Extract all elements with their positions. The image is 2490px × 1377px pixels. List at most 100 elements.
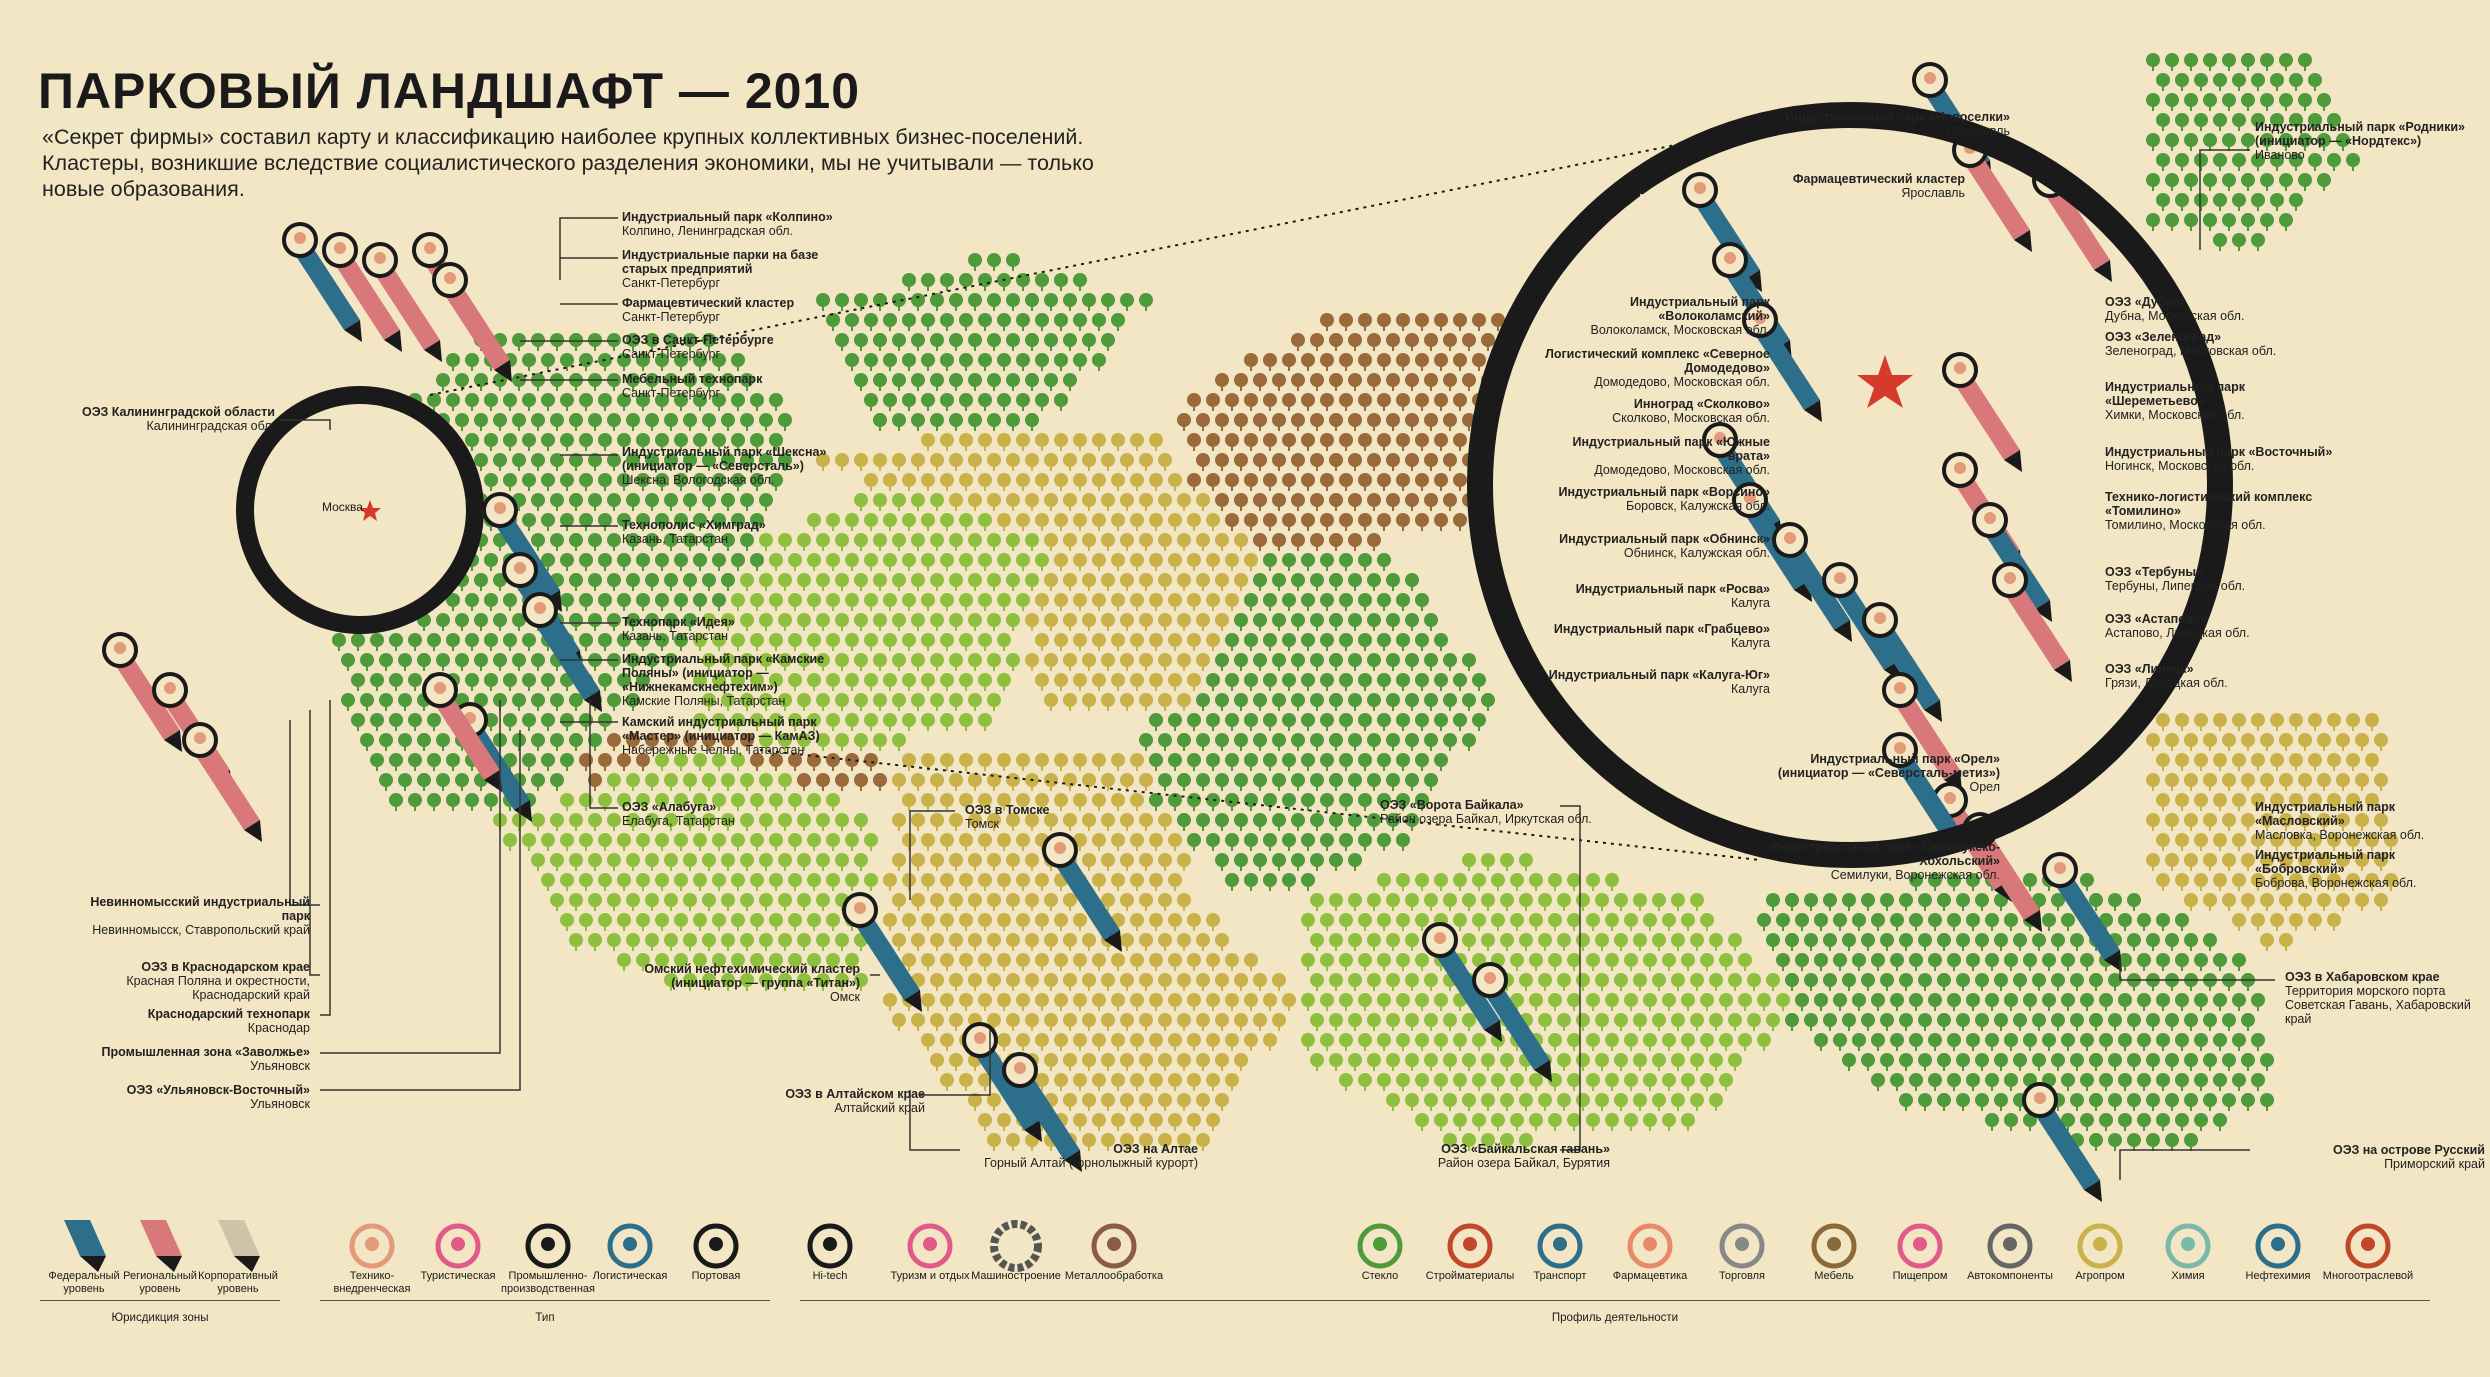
park-label-name: Индустриальный парк «Новоселки» [1785, 110, 2010, 124]
park-label: ОЭЗ в Санкт-Петербурге Санкт-Петербург [622, 333, 774, 361]
park-label-place: Район озера Байкал, Бурятия [1437, 1156, 1610, 1170]
park-label-name: Индустриальный парк «Масловский» [2255, 800, 2396, 828]
inset-circle [1467, 102, 2233, 868]
legend-item: Агропром [2045, 1208, 2155, 1283]
legend-item: Стекло [1325, 1208, 1435, 1283]
park-label: ОЭЗ «Зеленоград» Зеленоград, Московская о… [2105, 330, 2276, 358]
park-label: ОЭЗ Калининградской области Калининградск… [45, 405, 275, 433]
park-label: Индустриальный парк «Обнинск» Обнинск, Ка… [1540, 532, 1770, 560]
legend-item: Туристическая [403, 1208, 513, 1283]
park-label-name: ОЭЗ «Ворота Байкала» [1380, 798, 1524, 812]
park-label: ОЭЗ «Дубна» Дубна, Московская обл. [2105, 295, 2244, 323]
park-marker [1472, 962, 1552, 1082]
park-label-place: Горный Алтай (горнолыжный курорт) [984, 1156, 1198, 1170]
park-label-place: Ярославль [1901, 186, 1965, 200]
park-label-place: Иваново [2255, 148, 2305, 162]
park-label: Индустриальный парк «Масловский» Масловка… [2255, 800, 2485, 842]
park-label-name: ОЭЗ в Томске [965, 803, 1050, 817]
legend-item: Логистическая [575, 1208, 685, 1283]
park-label-place: Санкт-Петербург [622, 310, 721, 324]
legend-item-icon [902, 1208, 958, 1264]
park-label-name: Логистический комплекс «Северное Домодед… [1545, 347, 1770, 375]
legend-item-label: Промышленно-производственная [501, 1270, 595, 1295]
park-label: ОЭЗ на острове Русский Приморский край [2255, 1143, 2485, 1171]
park-label-place: Санкт-Петербург [622, 386, 721, 400]
legend-item-label: Корпоративный уровень [198, 1270, 278, 1295]
park-label-name: ОЭЗ «Байкальская гавань» [1441, 1142, 1610, 1156]
park-label-name: Индустриальный парк «Бобровский» [2255, 848, 2396, 876]
legend-item-label: Агропром [2075, 1270, 2125, 1282]
park-label-name: Индустриальный парк «Росва» [1575, 582, 1770, 596]
legend-group-line [800, 1300, 2430, 1301]
legend-group-caption: Юрисдикция зоны [111, 1312, 209, 1324]
park-label: Индустриальный парк «Шексна» (инициатор … [622, 445, 852, 487]
legend-item: Транспорт [1505, 1208, 1615, 1283]
park-label: Промышленная зона «Заволжье» Ульяновск [80, 1045, 310, 1073]
legend-item-icon [520, 1208, 576, 1264]
park-marker [1862, 602, 1942, 722]
park-marker [962, 1022, 1042, 1142]
park-label: Технопарк «Идея» Казань, Татарстан [622, 615, 735, 643]
park-label-place: Набережные Челны, Татарстан [622, 743, 805, 757]
park-marker [432, 262, 512, 382]
park-label-place: Тербуны, Липецкая обл. [2105, 579, 2246, 593]
park-label: Технико-логистический комплекс «Томилино… [2105, 490, 2335, 532]
park-label-place: Ярославль [1946, 124, 2010, 138]
park-label-name: ОЭЗ на Алтае [1113, 1142, 1198, 1156]
park-label-name: Промышленная зона «Заволжье» [101, 1045, 310, 1059]
legend-item-label: Стройматериалы [1425, 1270, 1515, 1282]
park-label: Индустриальный парк «Камские Поляны» (ин… [622, 652, 852, 708]
park-label: ОЭЗ «Байкальская гавань» Район озера Байк… [1380, 1142, 1610, 1170]
legend-item-label: Федеральный уровень [48, 1270, 120, 1295]
legend-item: Металлообработка [1059, 1208, 1169, 1283]
legend-item: Корпоративный уровень [183, 1208, 293, 1296]
park-marker [1002, 1052, 1082, 1172]
legend-item-icon [132, 1208, 188, 1264]
legend-item-icon [210, 1208, 266, 1264]
legend-group-line [320, 1300, 770, 1301]
park-label-name: Индустриальный парк «Родники» (инициатор… [2255, 120, 2465, 148]
park-label-place: Боровск, Калужская обл. [1625, 499, 1770, 513]
legend-item-icon [1892, 1208, 1948, 1264]
park-label-place: Район озера Байкал, Иркутская обл. [1380, 812, 1592, 826]
park-label-place: Ногинск, Московская обл. [2105, 459, 2255, 473]
park-label-place: Санкт-Петербург [622, 347, 721, 361]
legend-item-icon [56, 1208, 112, 1264]
legend-item: Фармацевтика [1595, 1208, 1705, 1283]
park-label-name: Невинномысский индустриальный парк [90, 895, 310, 923]
park-label: Индустриальный парк «Грабцево» Калуга [1540, 622, 1770, 650]
park-label-name: ОЭЗ «Зеленоград» [2105, 330, 2222, 344]
park-label-place: Калуга [1730, 682, 1770, 696]
park-label: Индустриальный парк «Новоселки» Ярославль [1780, 110, 2010, 138]
park-label-name: Краснодарский технопарк [147, 1007, 310, 1021]
park-label-name: ОЭЗ на острове Русский [2333, 1143, 2485, 1157]
legend-item-icon [1442, 1208, 1498, 1264]
legend-item-label: Hi-tech [812, 1270, 848, 1282]
zoom-line-top [429, 119, 1801, 396]
park-label-place: Шексна, Вологодская обл. [622, 473, 775, 487]
park-label: ОЭЗ на Алтае Горный Алтай (горнолыжный ку… [968, 1142, 1198, 1170]
park-label-name: ОЭЗ в Краснодарском крае [141, 960, 310, 974]
park-label-place: Ульяновск [250, 1059, 310, 1073]
legend-item-icon [1352, 1208, 1408, 1264]
park-label: ОЭЗ «Тербуны» Тербуны, Липецкая обл. [2105, 565, 2245, 593]
park-label: Индустриальный парк «Шереметьево» Химки, … [2105, 380, 2335, 422]
park-label-name: Омский нефтехимический кластер (инициато… [644, 962, 860, 990]
park-label: Омский нефтехимический кластер (инициато… [630, 962, 860, 1004]
moscow-label: Москва [322, 500, 363, 514]
park-label-name: ОЭЗ в Алтайском крае [785, 1087, 925, 1101]
legend-item-label: Фармацевтика [1612, 1270, 1688, 1282]
park-marker [2042, 852, 2122, 972]
park-label: ОЭЗ «Ульяновск-Восточный» Ульяновск [80, 1083, 310, 1111]
park-label-name: Технопарк «Идея» [622, 615, 735, 629]
legend-item: Нефтехимия [2223, 1208, 2333, 1283]
park-label-name: Технополис «Химград» [622, 518, 766, 532]
legend-item-label: Машиностроение [971, 1270, 1061, 1282]
park-label-name: Фармацевтический кластер [1792, 172, 1965, 186]
park-label-place: Приморский край [2384, 1157, 2485, 1171]
park-label-place: Камские Поляны, Татарстан [622, 694, 786, 708]
legend-item: Портовая [661, 1208, 771, 1283]
park-label: ОЭЗ в Хабаровском крае Территория морског… [2285, 970, 2490, 1026]
